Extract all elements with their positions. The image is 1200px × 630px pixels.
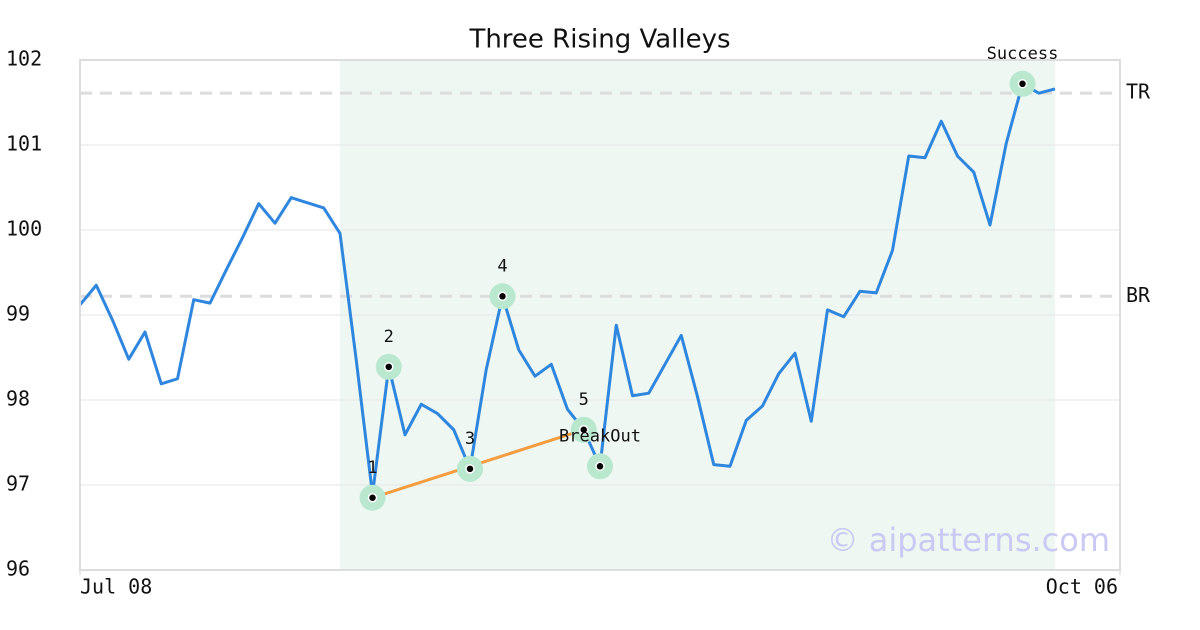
pattern-marker [497,291,508,302]
annotation-label: 2 [384,327,394,347]
plot-frame [79,59,1121,571]
annotation-label: 4 [497,256,507,276]
y-tick-label: 101 [6,132,42,156]
annotation-label: 1 [367,458,377,478]
pattern-marker [465,464,475,474]
annotation-label: BreakOut [559,426,641,446]
chart-title: Three Rising Valleys [468,25,730,55]
y-tick-label: 96 [6,557,30,581]
pattern-marker [367,493,378,503]
x-tick-label: Oct 06 [1046,575,1118,599]
annotation-label: 3 [465,429,475,449]
pattern-marker [1017,79,1028,89]
watermark: © aipatterns.com [827,521,1110,559]
y-tick-label: 99 [6,302,30,326]
annotation-label: 5 [579,390,589,410]
y-tick-label: 102 [6,47,42,71]
annotation-label: Success [987,44,1059,64]
reference-label: TR [1126,80,1151,104]
reference-label: BR [1126,283,1151,307]
pattern-marker [595,461,605,472]
pattern-marker [579,425,589,435]
y-tick-label: 100 [6,217,42,241]
x-tick-label: Jul 08 [80,575,152,599]
data-line [78,82,1056,496]
y-tick-label: 98 [6,387,30,411]
pattern-marker [384,362,394,372]
y-tick-label: 97 [6,472,30,496]
